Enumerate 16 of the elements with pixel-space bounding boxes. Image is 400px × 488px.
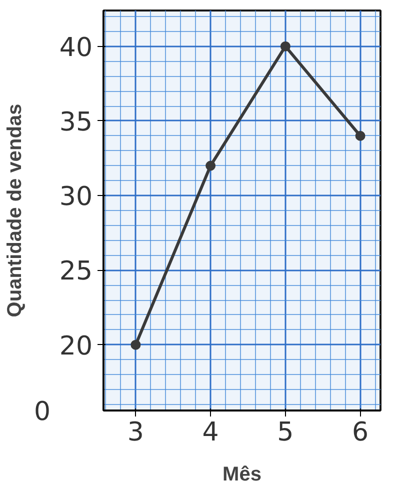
text: 0 bbox=[34, 397, 51, 427]
y-axis-title: Quantidade de vendas bbox=[4, 104, 26, 318]
x-axis-title: Mês bbox=[222, 464, 262, 486]
x-tick-label: 3 bbox=[127, 418, 144, 448]
point bbox=[130, 340, 141, 350]
point bbox=[355, 130, 366, 141]
point bbox=[280, 41, 290, 52]
x-tick-label: 5 bbox=[277, 418, 294, 448]
point bbox=[206, 160, 216, 171]
y-tick-label: 25 bbox=[59, 256, 93, 287]
y-tick-label: 20 bbox=[59, 331, 93, 362]
x-tick-label: 4 bbox=[202, 418, 219, 448]
y-tick-label: 35 bbox=[59, 107, 93, 138]
x-tick-label: 6 bbox=[352, 418, 369, 448]
y-tick-label: 40 bbox=[59, 32, 93, 63]
y-tick-label: 30 bbox=[59, 182, 93, 212]
